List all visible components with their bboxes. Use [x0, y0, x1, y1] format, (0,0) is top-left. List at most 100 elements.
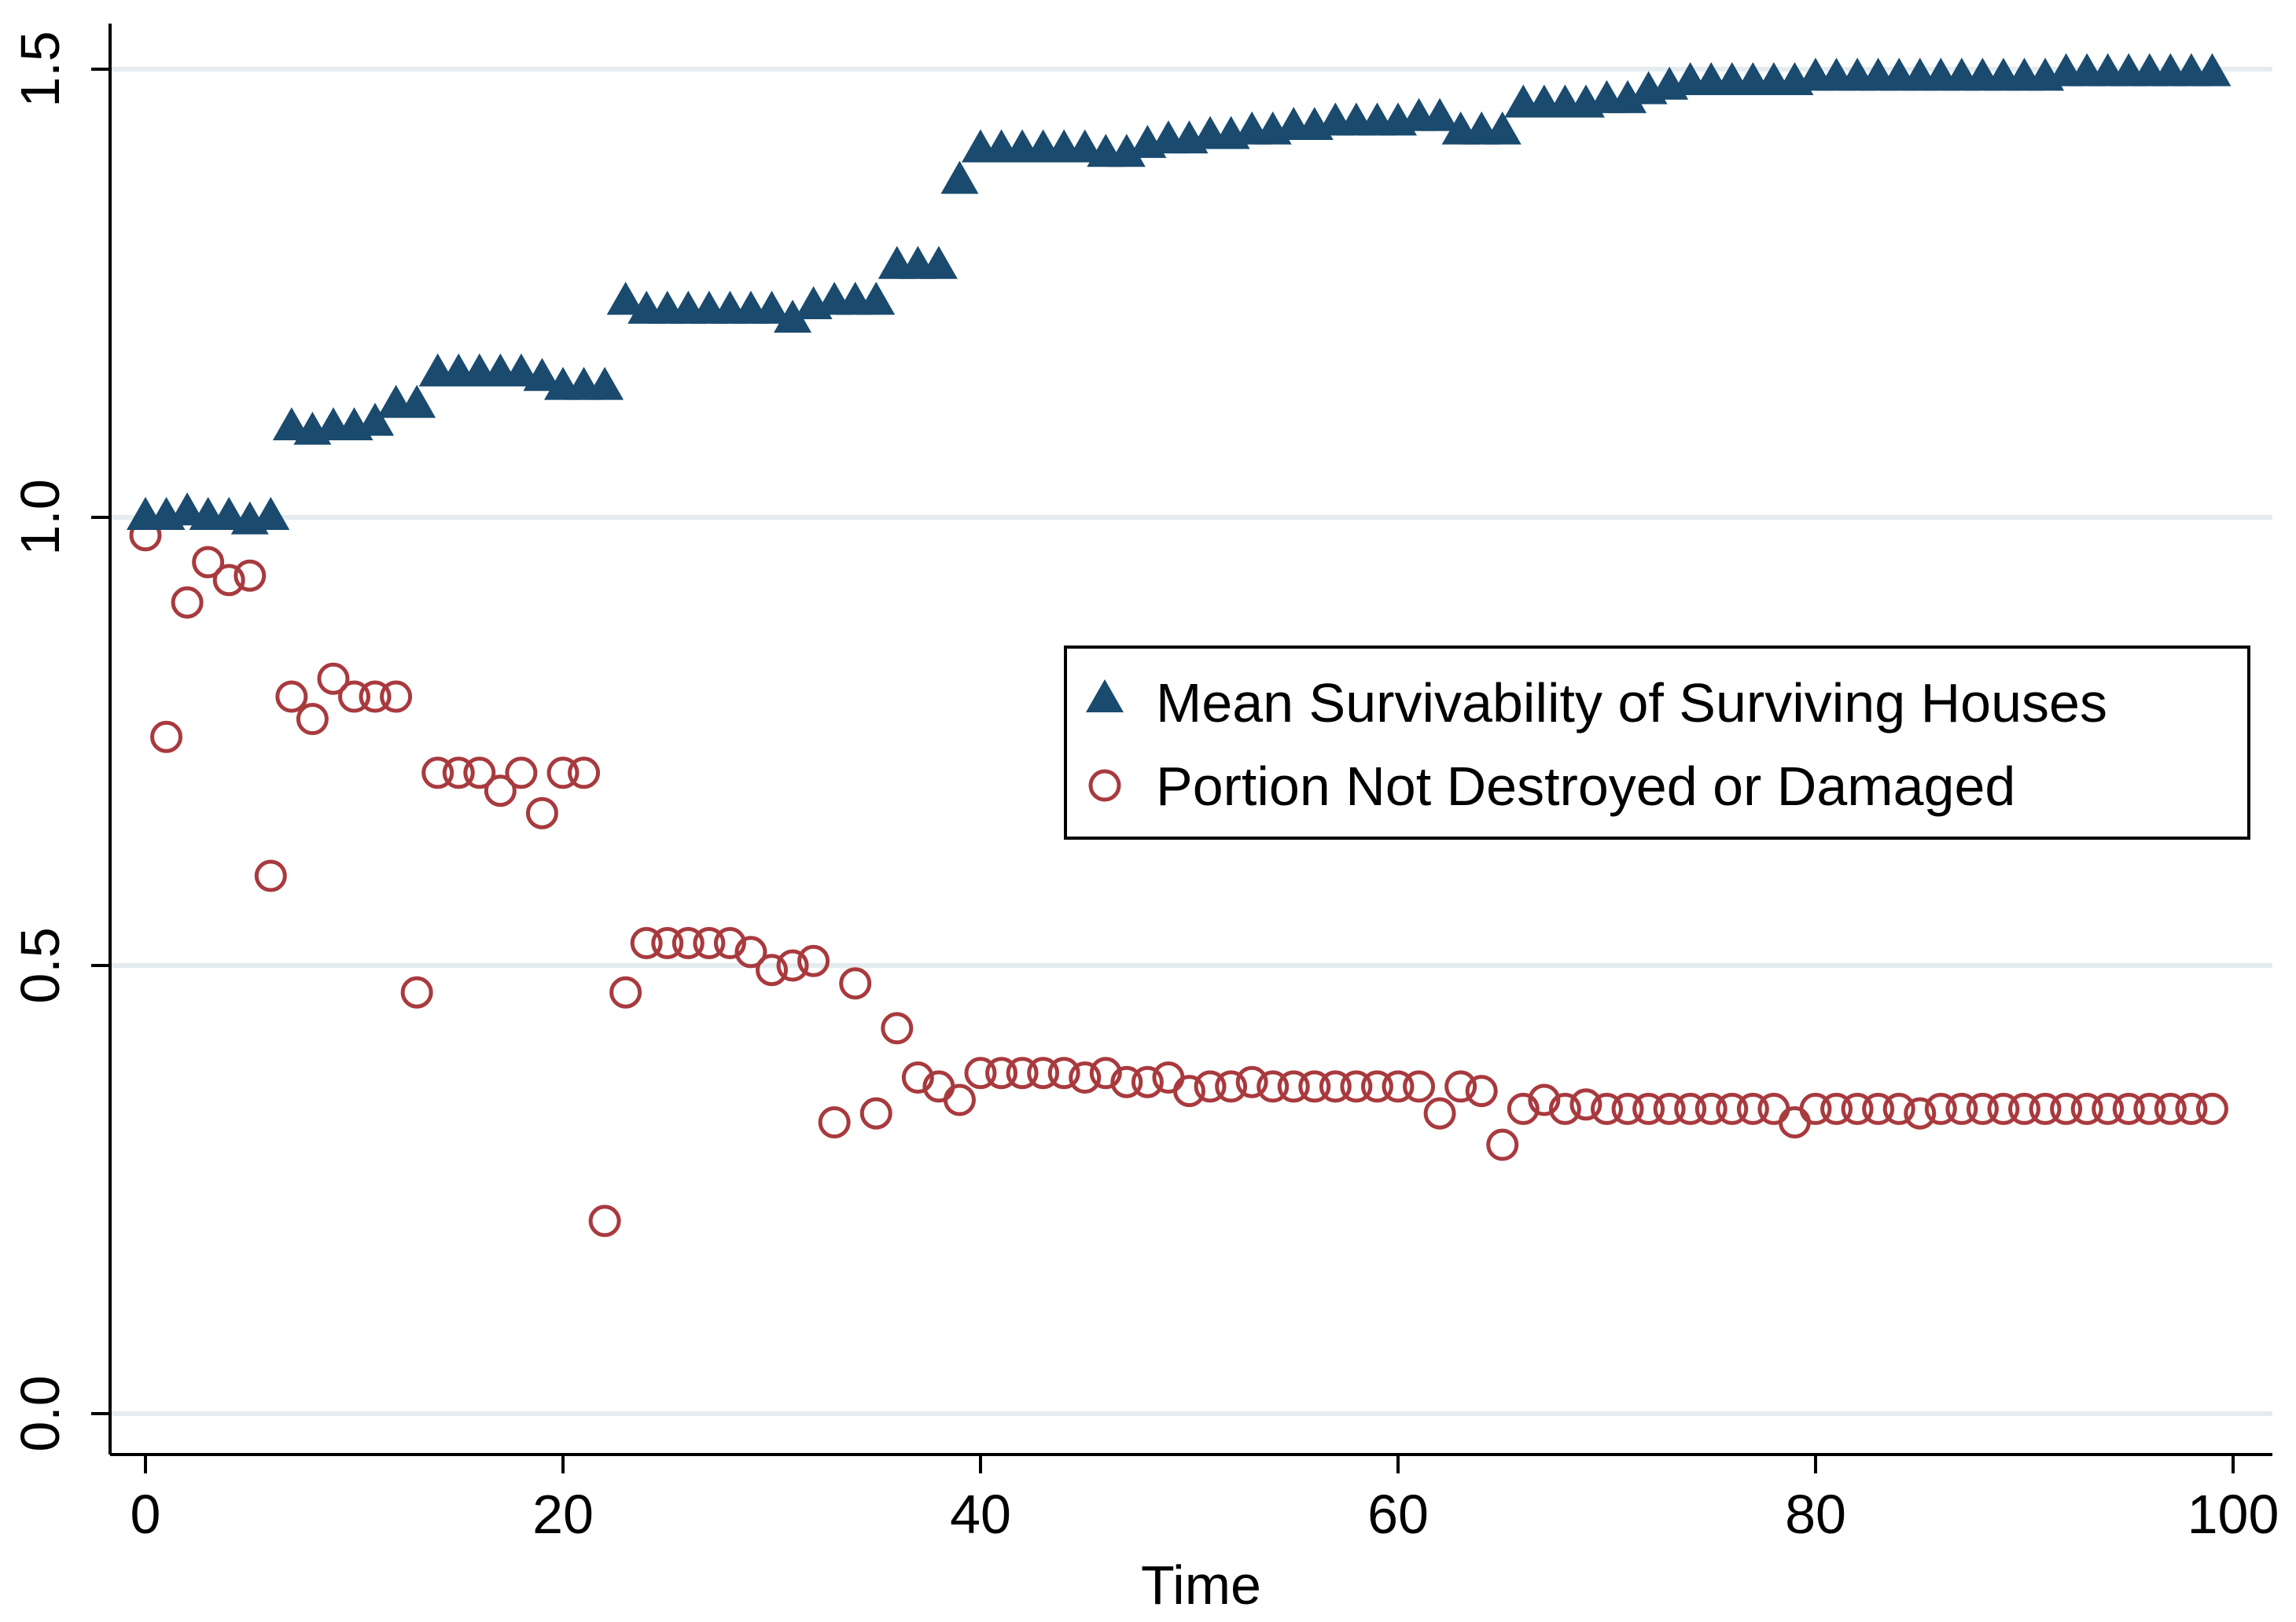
circle-point-26	[672, 927, 705, 959]
circle-point-52	[1215, 1070, 1248, 1103]
circle-point-49	[1152, 1061, 1185, 1094]
circle-point-91	[2029, 1092, 2062, 1125]
x-tick-label-2: 40	[950, 1484, 1011, 1545]
circle-point-8	[296, 703, 329, 735]
circle-point-30	[756, 954, 788, 987]
legend: Mean Survivability of Surviving Houses P…	[1064, 645, 2250, 840]
triangle-point-99	[2193, 53, 2232, 86]
triangle-point-13	[398, 384, 436, 418]
triangle-point-62	[1421, 97, 1459, 131]
circle-point-73	[1653, 1092, 1686, 1125]
circle-point-64	[1465, 1075, 1498, 1108]
y-tick-label-1: 0.5	[9, 927, 71, 1003]
legend-entry-mean-survivability: Mean Survivability of Surviving Houses	[1086, 672, 2107, 734]
circle-point-90	[2008, 1092, 2040, 1125]
triangle-point-65	[1483, 111, 1521, 145]
triangle-point-22	[586, 366, 624, 400]
circle-point-3	[192, 546, 225, 579]
circle-point-68	[1548, 1092, 1581, 1125]
circle-point-7	[275, 680, 308, 713]
circle-point-14	[421, 756, 454, 789]
circle-point-94	[2092, 1092, 2125, 1125]
legend-entry-portion-not-destroyed: Portion Not Destroyed or Damaged	[1088, 756, 2015, 817]
circle-point-24	[630, 927, 663, 959]
legend-circle-marker	[1088, 769, 1121, 802]
triangle-point-19	[523, 358, 561, 392]
x-tick-label-4: 80	[1785, 1484, 1846, 1545]
circle-point-66	[1507, 1092, 1540, 1125]
circle-point-32	[797, 944, 830, 977]
gridlines	[110, 67, 2272, 1416]
circle-point-81	[1820, 1092, 1853, 1125]
circle-point-82	[1841, 1092, 1874, 1125]
circle-point-12	[380, 680, 413, 713]
circle-point-2	[171, 586, 204, 619]
x-tick-label-1: 20	[532, 1484, 594, 1545]
circle-point-28	[713, 927, 746, 959]
x-tick-label-0: 0	[131, 1484, 161, 1545]
x-tick-label-5: 100	[2187, 1484, 2279, 1545]
circle-point-92	[2050, 1092, 2083, 1125]
circle-point-74	[1674, 1092, 1707, 1125]
circle-point-1	[150, 720, 183, 753]
circle-point-54	[1257, 1070, 1290, 1103]
circle-point-34	[839, 967, 872, 1000]
circle-point-84	[1882, 1092, 1915, 1125]
triangle-point-35	[857, 281, 896, 315]
circle-point-76	[1716, 1092, 1749, 1125]
circle-point-72	[1632, 1092, 1665, 1125]
circle-point-83	[1862, 1092, 1895, 1125]
circle-point-31	[776, 949, 809, 982]
x-tick-label-3: 60	[1367, 1484, 1429, 1545]
axes	[109, 24, 2272, 1456]
circle-point-33	[818, 1106, 851, 1138]
circle-point-80	[1799, 1092, 1832, 1125]
circle-point-37	[901, 1061, 934, 1094]
circle-point-69	[1569, 1088, 1602, 1121]
circle-point-98	[2175, 1092, 2208, 1125]
circle-point-75	[1694, 1092, 1728, 1125]
x-axis-title: Time	[1141, 1554, 1261, 1616]
circle-point-13	[400, 976, 433, 1009]
circle-point-58	[1340, 1070, 1373, 1103]
circle-point-42	[1006, 1057, 1039, 1090]
circle-point-96	[2133, 1092, 2166, 1125]
circle-point-61	[1403, 1070, 1436, 1103]
circle-point-59	[1360, 1070, 1393, 1103]
triangle-point-23	[606, 281, 645, 315]
circle-point-23	[609, 976, 642, 1009]
triangle-point-39	[940, 160, 979, 194]
legend-label-portion-not-destroyed: Portion Not Destroyed or Damaged	[1156, 756, 2015, 817]
circle-point-4	[212, 564, 245, 597]
circle-point-39	[943, 1083, 976, 1116]
circle-point-86	[1924, 1092, 1957, 1125]
circle-point-15	[442, 756, 475, 789]
circle-point-79	[1778, 1106, 1811, 1138]
circle-point-65	[1486, 1128, 1519, 1161]
circle-point-29	[734, 936, 767, 969]
circle-point-22	[588, 1205, 621, 1238]
circle-point-36	[881, 1012, 914, 1045]
circle-point-16	[463, 756, 496, 789]
circle-point-46	[1089, 1057, 1122, 1090]
circle-point-57	[1319, 1070, 1352, 1103]
circle-point-56	[1298, 1070, 1331, 1103]
circle-point-85	[1904, 1097, 1937, 1130]
circle-point-41	[985, 1057, 1018, 1090]
circle-point-10	[338, 680, 370, 713]
circle-point-67	[1528, 1083, 1561, 1116]
circle-point-97	[2154, 1092, 2187, 1125]
triangle-point-31	[774, 300, 812, 333]
circle-point-18	[505, 756, 538, 789]
circle-point-48	[1131, 1065, 1164, 1098]
triangle-point-38	[919, 245, 958, 279]
circle-point-95	[2112, 1092, 2145, 1125]
circle-point-88	[1966, 1092, 1999, 1125]
circle-point-6	[254, 859, 287, 892]
triangle-point-47	[1107, 134, 1146, 167]
triangle-point-11	[356, 403, 395, 436]
circle-point-11	[359, 680, 392, 713]
circle-point-99	[2195, 1092, 2228, 1125]
